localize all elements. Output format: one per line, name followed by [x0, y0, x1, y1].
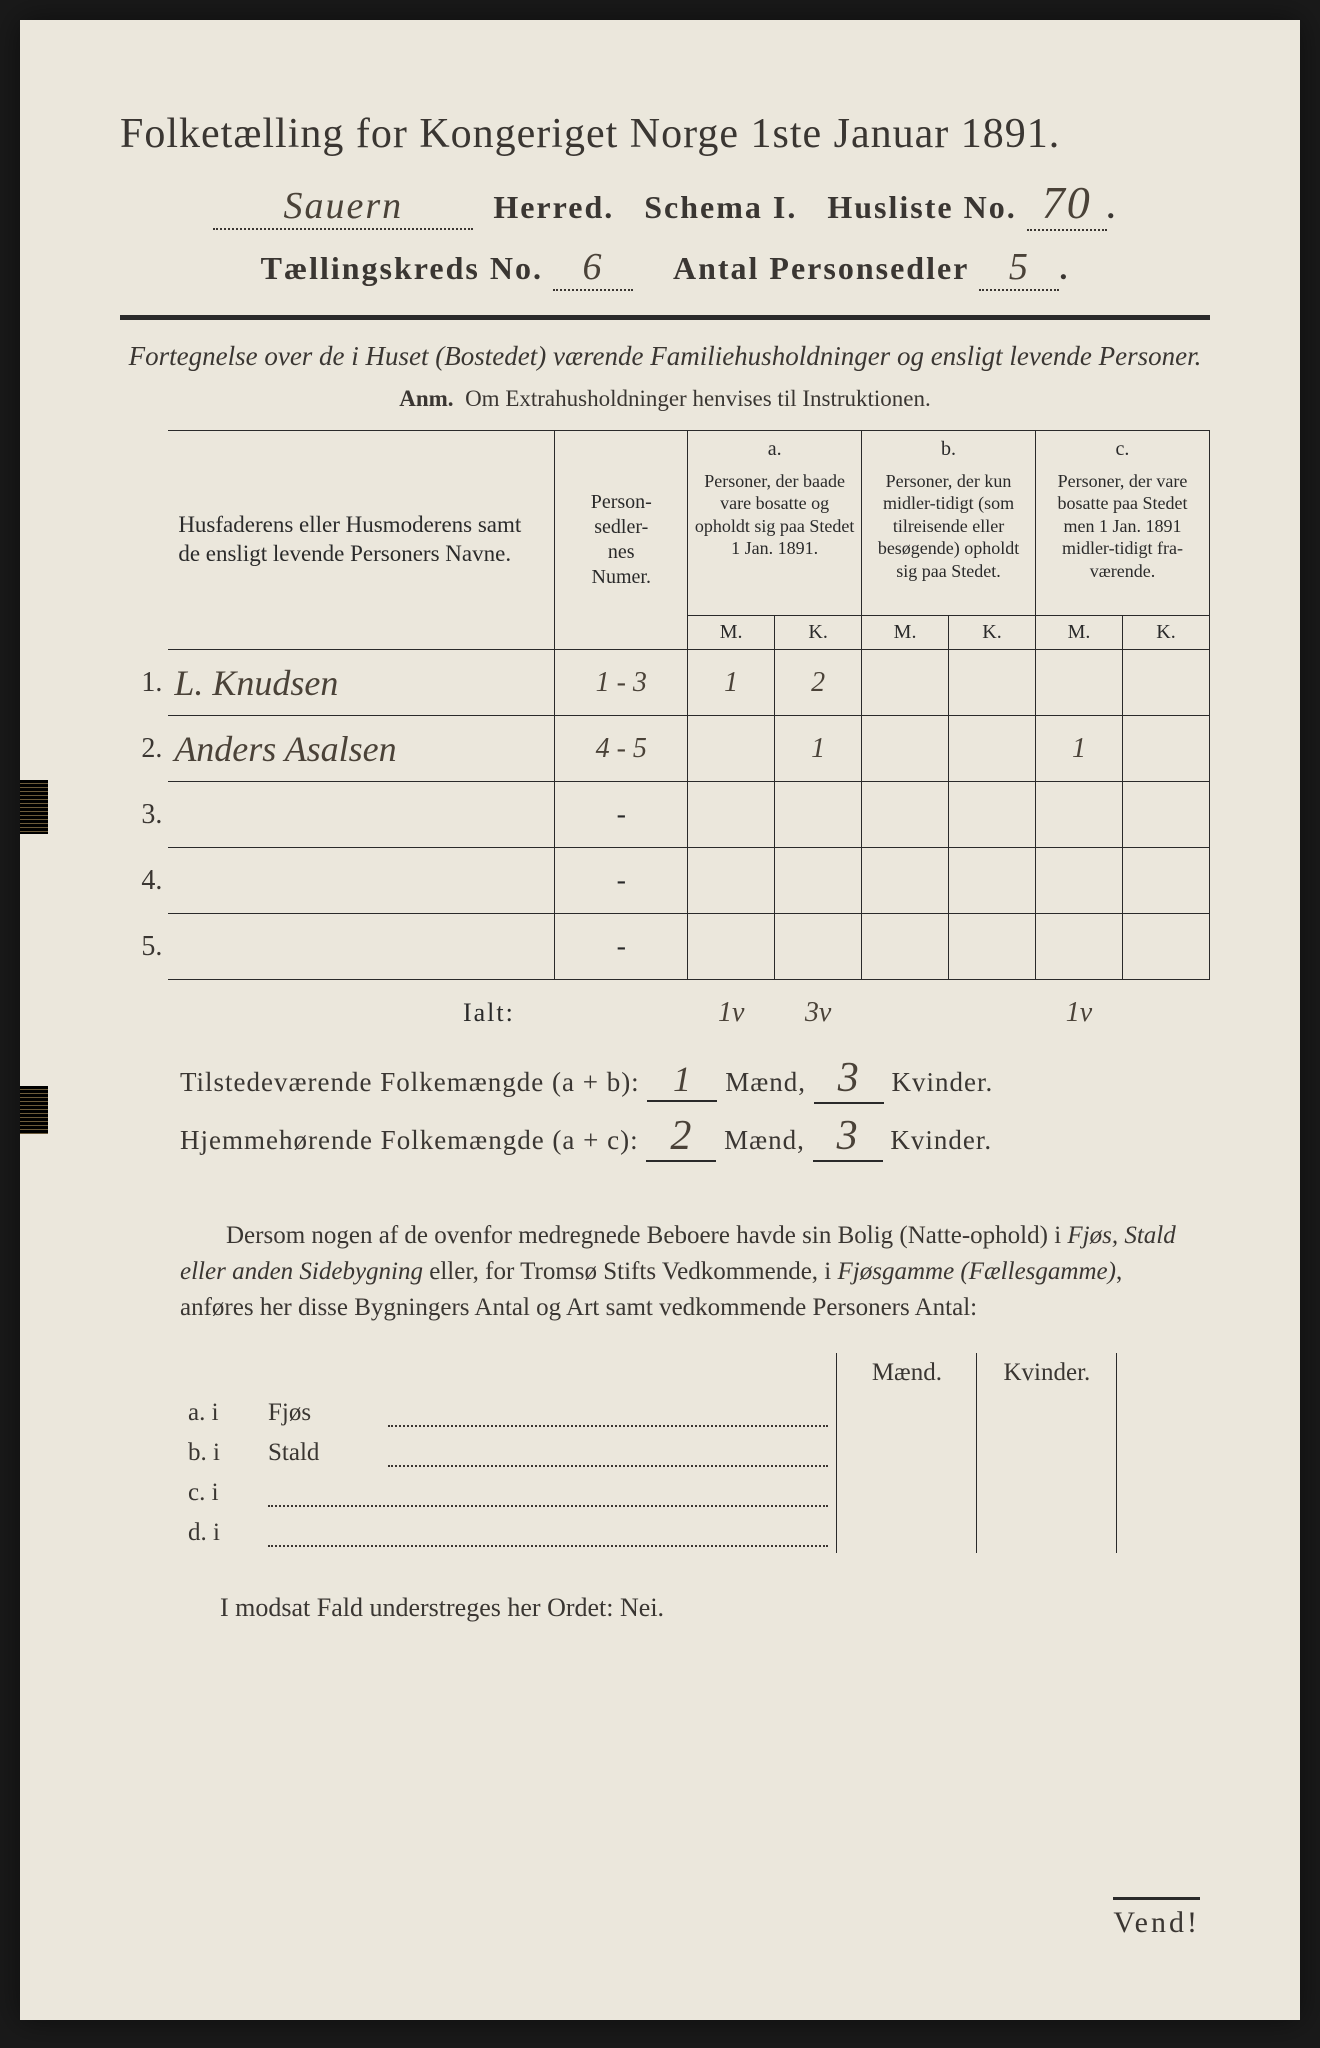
th-names: Husfaderens eller Husmoderens samt de en… [168, 430, 555, 650]
totals-line-2: Hjemmehørende Folkemængde (a + c): 2 Mæn… [180, 1112, 1210, 1162]
ialt-label: Ialt: [168, 980, 555, 1046]
ialt-row: Ialt: 1v 3v 1v [120, 980, 1210, 1046]
hjemme-m: 2 [646, 1112, 716, 1162]
table-row: 4. - [120, 848, 1210, 914]
scan-artifact [20, 780, 48, 834]
scan-artifact [20, 1086, 48, 1134]
census-form-page: Folketælling for Kongeriget Norge 1ste J… [20, 20, 1300, 2020]
th-c-top: c. [1036, 430, 1210, 466]
modsat-line: I modsat Fald understreges her Ordet: Ne… [220, 1593, 1210, 1623]
hjemme-k: 3 [813, 1112, 883, 1162]
tilstede-k: 3 [814, 1054, 884, 1104]
vend-label: Vend! [1113, 1897, 1200, 1940]
th-a: Personer, der baade vare bosatte og opho… [688, 466, 862, 616]
table-row: 5. - [120, 914, 1210, 980]
antal-label: Antal Personsedler [673, 250, 969, 286]
name-value: Anders Asalsen [174, 729, 396, 769]
husliste-no: 70 [1027, 176, 1107, 231]
th-c-m: M. [1036, 616, 1123, 650]
th-a-top: a. [688, 430, 862, 466]
schema-label: Schema I. [644, 189, 797, 225]
th-b-k: K. [949, 616, 1036, 650]
annotation-line: Anm. Om Extrahusholdninger henvises til … [120, 386, 1210, 412]
tilstede-m: 1 [647, 1058, 717, 1102]
lower-maend: Mænd. [837, 1353, 977, 1393]
anm-text: Om Extrahusholdninger henvises til Instr… [465, 386, 931, 411]
totals-line-1: Tilstedeværende Folkemængde (a + b): 1 M… [180, 1054, 1210, 1104]
lower-table: Mænd. Kvinder. a. i Fjøs b. i Stald c. i… [180, 1353, 1117, 1553]
herred-label: Herred. [493, 189, 614, 225]
th-a-k: K. [775, 616, 862, 650]
antal-no: 5 [979, 245, 1059, 291]
th-personsedler: Person- sedler- nes Numer. [555, 430, 688, 650]
kreds-label: Tællingskreds No. [261, 250, 543, 286]
table-row: 2. Anders Asalsen 4 - 5 1 1 [120, 716, 1210, 782]
lower-row: a. i Fjøs [180, 1393, 1117, 1433]
main-table: Husfaderens eller Husmoderens samt de en… [120, 430, 1210, 1046]
th-c-k: K. [1122, 616, 1209, 650]
th-a-m: M. [688, 616, 775, 650]
divider [120, 315, 1210, 320]
page-title: Folketælling for Kongeriget Norge 1ste J… [120, 110, 1210, 158]
name-value: L. Knudsen [174, 663, 338, 703]
table-row: 1. L. Knudsen 1 - 3 1 2 [120, 650, 1210, 716]
sedler-value: 1 - 3 [555, 650, 688, 716]
anm-label: Anm. [399, 386, 453, 411]
lower-row: c. i [180, 1473, 1117, 1513]
th-b-m: M. [862, 616, 949, 650]
kreds-no: 6 [553, 245, 633, 291]
lower-row: b. i Stald [180, 1433, 1117, 1473]
th-b-top: b. [862, 430, 1036, 466]
herred-value: Sauern [213, 184, 473, 230]
instruction-paragraph: Dersom nogen af de ovenfor medregnede Be… [180, 1218, 1200, 1327]
table-row: 3. - [120, 782, 1210, 848]
header-line-2: Sauern Herred. Schema I. Husliste No. 70… [120, 176, 1210, 231]
th-c: Personer, der vare bosatte paa Stedet me… [1036, 466, 1210, 616]
th-b: Personer, der kun midler-tidigt (som til… [862, 466, 1036, 616]
subheading: Fortegnelse over de i Huset (Bostedet) v… [120, 338, 1210, 376]
header-line-3: Tællingskreds No. 6 Antal Personsedler 5… [120, 245, 1210, 291]
lower-kvinder: Kvinder. [977, 1353, 1117, 1393]
husliste-label: Husliste No. [827, 189, 1016, 225]
lower-row: d. i [180, 1513, 1117, 1553]
